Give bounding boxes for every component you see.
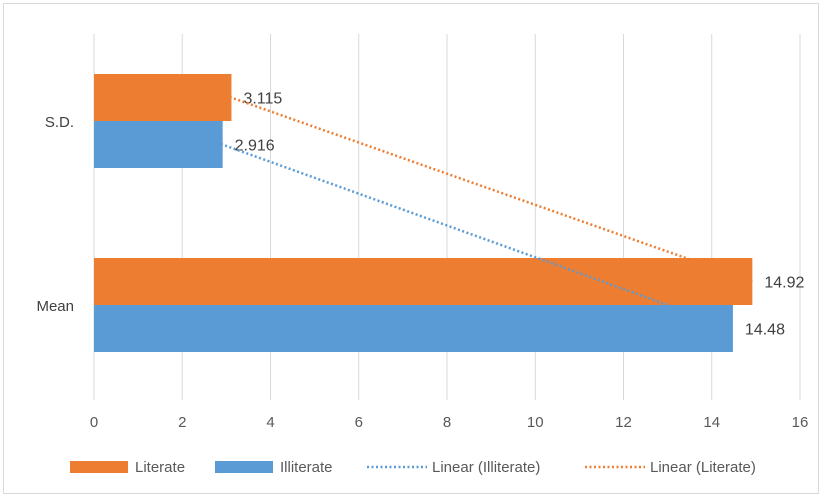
- x-tick-label-0: 0: [90, 414, 98, 431]
- x-tick-label-2: 2: [178, 414, 186, 431]
- legend-label-1: Illiterate: [280, 459, 333, 476]
- legend-label-3: Linear (Literate): [650, 459, 756, 476]
- data-label-illiterate-0: 2.916: [235, 138, 275, 155]
- category-label-0: S.D.: [45, 114, 74, 131]
- data-label-literate-0: 3.115: [243, 91, 282, 108]
- x-tick-label-16: 16: [792, 414, 809, 431]
- trendline-illiterate: [216, 141, 734, 330]
- x-tick-label-8: 8: [443, 414, 451, 431]
- x-tick-label-6: 6: [355, 414, 363, 431]
- legend-swatch-0: [70, 461, 128, 473]
- legend-label-2: Linear (Illiterate): [432, 459, 540, 476]
- bar-literate-1: [94, 258, 753, 305]
- data-label-literate-1: 14.92: [764, 275, 804, 292]
- x-tick-label-10: 10: [527, 414, 544, 431]
- bar-illiterate-0: [94, 121, 223, 168]
- x-tick-label-14: 14: [703, 414, 720, 431]
- bar-literate-0: [94, 74, 232, 121]
- legend-label-0: Literate: [135, 459, 185, 476]
- legend-swatch-1: [215, 461, 273, 473]
- data-label-illiterate-1: 14.48: [745, 322, 785, 339]
- x-tick-label-4: 4: [266, 414, 274, 431]
- bar-illiterate-1: [94, 305, 733, 352]
- category-label-1: Mean: [36, 298, 74, 315]
- x-tick-label-12: 12: [615, 414, 632, 431]
- trendline-literate: [225, 94, 753, 283]
